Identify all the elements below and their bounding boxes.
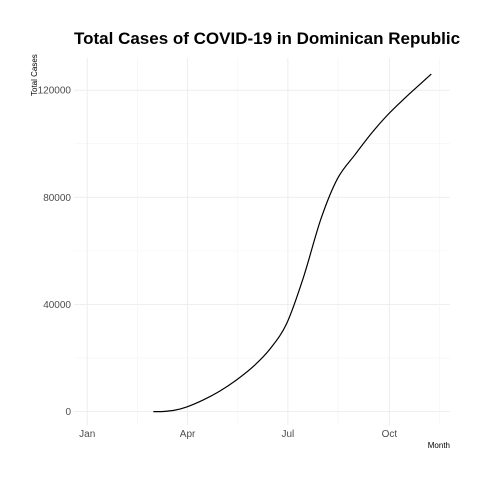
x-tick-label: Apr xyxy=(180,429,196,440)
grid xyxy=(74,58,450,425)
y-tick-label: 120000 xyxy=(38,86,72,97)
x-tick-label: Jul xyxy=(282,429,295,440)
y-axis-label: Total Cases xyxy=(30,54,39,96)
x-tick-label: Jan xyxy=(79,429,95,440)
series-line xyxy=(153,73,432,413)
y-tick-label: 80000 xyxy=(43,193,71,204)
series-layer xyxy=(153,73,432,413)
x-tick-label: Oct xyxy=(382,429,398,440)
tick-labels: 0 40000 80000 120000 Jan Apr Jul Oct xyxy=(38,86,398,440)
y-tick-label: 0 xyxy=(65,407,71,418)
x-axis-label: Month xyxy=(428,441,450,450)
y-tick-label: 40000 xyxy=(43,300,71,311)
chart-title: Total Cases of COVID-19 in Dominican Rep… xyxy=(74,29,460,48)
